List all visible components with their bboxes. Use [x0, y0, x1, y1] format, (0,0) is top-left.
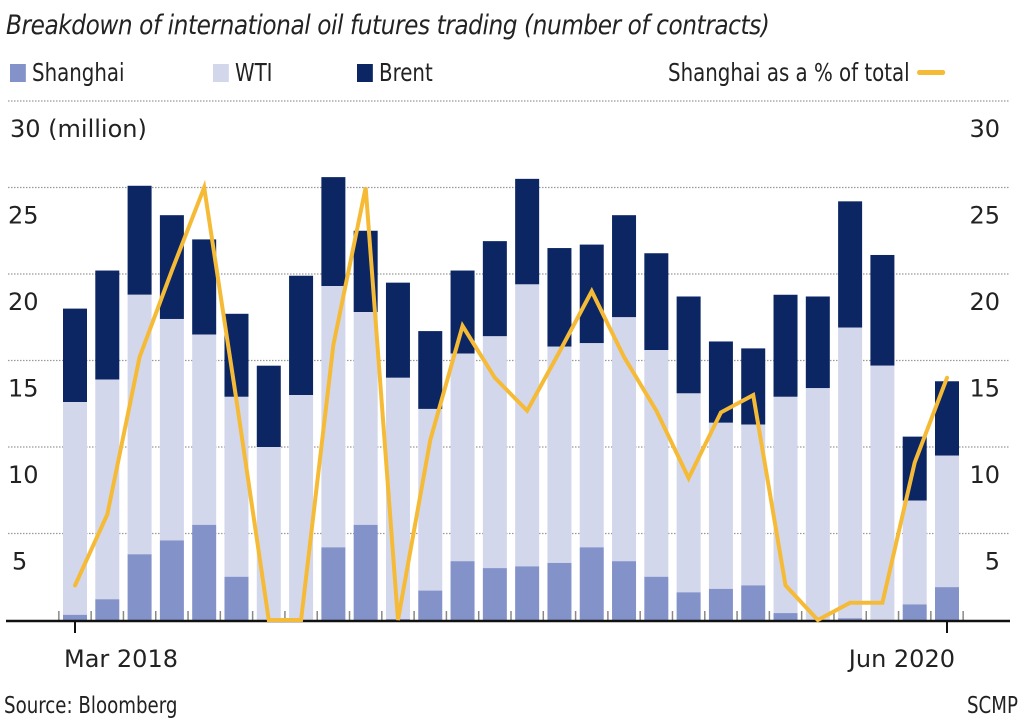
bar-shanghai — [353, 524, 378, 620]
legend-swatch-line — [916, 70, 945, 75]
bar-wti — [805, 388, 830, 620]
bar-shanghai — [224, 576, 249, 620]
bar-wti — [676, 393, 701, 593]
y-tick-left: 25 — [8, 202, 39, 230]
x-tick-label: Mar 2018 — [64, 645, 178, 673]
bar-brent — [192, 239, 217, 335]
y-tick-right: 20 — [969, 288, 1000, 316]
y-tick-left: 15 — [8, 375, 39, 403]
legend-wti: WTI — [213, 58, 272, 87]
legend-swatch-wti — [213, 63, 229, 82]
bar-brent — [676, 296, 701, 394]
bar-shanghai — [773, 613, 798, 620]
bar-brent — [418, 331, 443, 409]
bar-shanghai — [644, 576, 669, 620]
bar-wti — [838, 327, 863, 619]
bar-shanghai — [902, 604, 927, 620]
bar-shanghai — [192, 524, 217, 620]
bar-shanghai — [127, 554, 152, 620]
bar-shanghai — [547, 562, 572, 620]
legend-shanghai-pct: Shanghai as a % of total — [668, 58, 945, 87]
bar-brent — [515, 178, 540, 285]
bar-wti — [515, 284, 540, 567]
bar-brent — [870, 254, 895, 366]
bar-wti — [935, 455, 959, 588]
bar-wti — [224, 396, 249, 577]
bar-wti — [547, 346, 572, 563]
x-tick-label: Jun 2020 — [847, 645, 955, 673]
bar-shanghai — [612, 561, 637, 620]
y-tick-left: 10 — [8, 461, 39, 489]
bar-wti — [95, 379, 120, 600]
legend-label-wti: WTI — [235, 58, 273, 87]
bar-wti — [192, 334, 217, 525]
bar-shanghai — [63, 614, 87, 620]
bar-shanghai — [676, 592, 701, 620]
y-tick-left: 30 (million) — [10, 115, 147, 143]
bar-shanghai — [95, 599, 120, 620]
bar-shanghai — [450, 561, 475, 620]
legend-swatch-brent — [357, 63, 373, 82]
source-note: Source: Bloomberg — [4, 693, 178, 719]
bar-shanghai — [321, 547, 346, 620]
y-tick-right: 10 — [969, 461, 1000, 489]
bar-brent — [773, 294, 798, 397]
bar-brent — [482, 241, 507, 337]
bar-brent — [95, 270, 120, 380]
bar-wti — [644, 350, 669, 577]
bar-shanghai — [935, 587, 959, 620]
bar-brent — [935, 381, 959, 456]
bar-wti — [289, 395, 314, 620]
bar-brent — [838, 201, 863, 328]
bar-wti — [708, 422, 733, 589]
y-tick-right: 30 — [969, 115, 1000, 143]
bar-shanghai — [418, 590, 443, 620]
bar-shanghai — [708, 588, 733, 620]
y-tick-right: 5 — [985, 548, 1000, 576]
bar-brent — [321, 177, 346, 287]
bar-brent — [127, 185, 152, 295]
bar-brent — [741, 348, 766, 425]
credit-label: SCMP — [967, 693, 1018, 719]
bar-brent — [612, 215, 637, 318]
bar-wti — [63, 402, 87, 615]
y-tick-right: 25 — [969, 202, 1000, 230]
bar-wti — [482, 336, 507, 569]
legend-brent: Brent — [357, 58, 433, 87]
line-shanghai-pct — [73, 179, 949, 623]
bar-wti — [450, 353, 475, 562]
chart-title: Breakdown of international oil futures t… — [6, 10, 770, 41]
bar-wti — [256, 447, 281, 620]
legend-label-shanghai: Shanghai — [32, 58, 125, 87]
legend-label-shanghai-pct: Shanghai as a % of total — [668, 58, 910, 87]
bar-brent — [805, 296, 830, 389]
legend-swatch-shanghai — [10, 63, 26, 82]
legend-label-brent: Brent — [379, 58, 433, 87]
bar-brent — [644, 253, 669, 351]
bar-brent — [385, 282, 410, 378]
bar-shanghai — [482, 568, 507, 620]
y-tick-left: 20 — [8, 288, 39, 316]
legend-shanghai: Shanghai — [10, 58, 125, 87]
bar-shanghai — [159, 540, 184, 620]
bar-shanghai — [838, 618, 863, 620]
bar-wti — [579, 343, 604, 548]
y-tick-left: 5 — [12, 548, 27, 576]
bar-brent — [547, 248, 572, 347]
bar-wti — [159, 318, 184, 541]
bar-shanghai — [741, 585, 766, 620]
bar-shanghai — [579, 547, 604, 620]
bar-wti — [353, 312, 378, 525]
bar-brent — [63, 308, 87, 403]
bar-shanghai — [515, 566, 540, 620]
bar-wti — [902, 500, 927, 605]
y-tick-right: 15 — [969, 375, 1000, 403]
bar-brent — [256, 365, 281, 447]
bar-wti — [870, 365, 895, 620]
bar-brent — [289, 275, 314, 396]
